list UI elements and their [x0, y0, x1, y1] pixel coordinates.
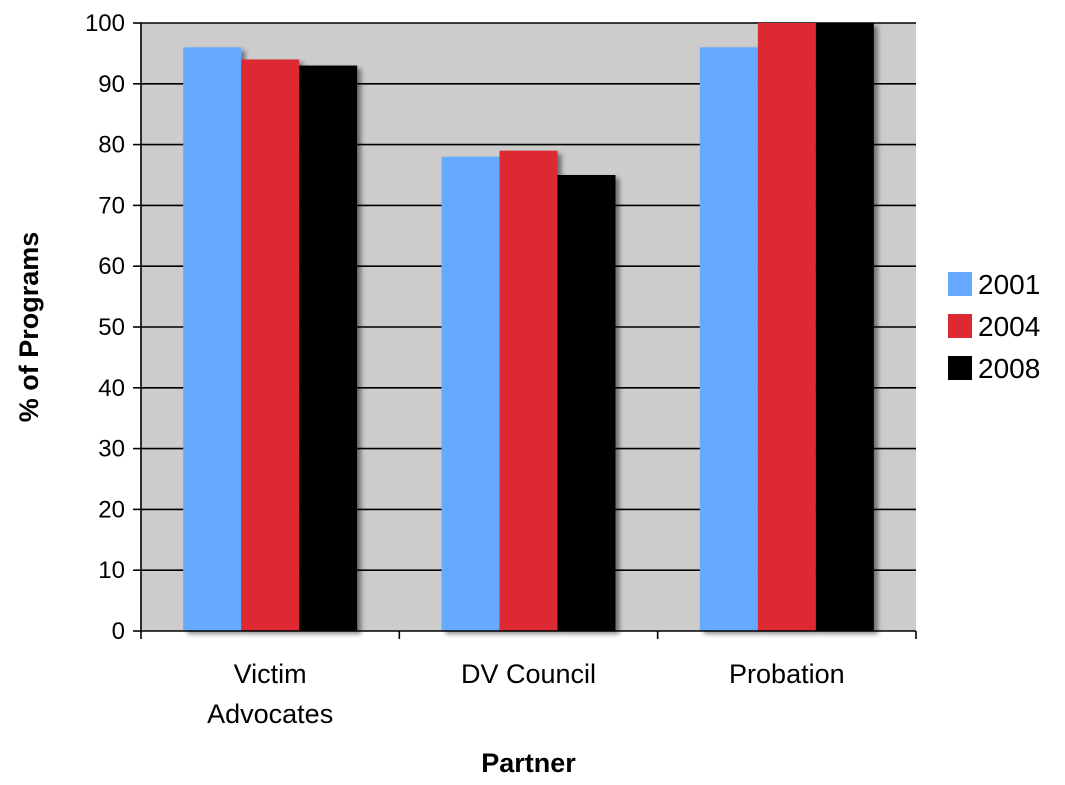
y-tick-label: 40 [98, 375, 125, 402]
y-tick-label: 0 [112, 618, 125, 645]
bar-2008-1 [557, 175, 616, 631]
bar-2008-2 [815, 23, 874, 631]
legend-label-2004: 2004 [978, 311, 1040, 342]
bar-2008-0 [299, 65, 358, 631]
x-category-label: Probation [729, 659, 845, 689]
y-tick-label: 100 [85, 10, 125, 37]
axes [133, 22, 917, 639]
y-tick-labels: 0 10 20 30 40 50 60 70 80 90 100 [85, 10, 125, 645]
y-axis-title: % of Programs [14, 232, 44, 423]
y-tick-label: 70 [98, 192, 125, 219]
x-category-labels: Victim Advocates DV Council Probation [207, 659, 845, 729]
y-tick-label: 90 [98, 71, 125, 98]
y-tick-label: 10 [98, 557, 125, 584]
bar-2001-0 [183, 47, 242, 631]
bar-2004-2 [757, 23, 816, 631]
x-axis-title: Partner [481, 748, 576, 778]
x-category-label: DV Council [461, 659, 596, 689]
legend-label-2001: 2001 [978, 269, 1040, 300]
legend: 2001 2004 2008 [948, 269, 1040, 384]
y-tick-label: 20 [98, 496, 125, 523]
x-category-label: Victim Advocates [207, 659, 333, 729]
bar-2001-1 [441, 156, 500, 631]
bars [183, 23, 874, 632]
bar-2004-0 [241, 59, 300, 632]
bar-2004-1 [499, 150, 558, 631]
y-tick-label: 50 [98, 314, 125, 341]
legend-swatch-2004 [948, 314, 972, 338]
legend-swatch-2008 [948, 356, 972, 380]
bar-2001-2 [699, 47, 758, 631]
y-tick-label: 60 [98, 253, 125, 280]
y-tick-label: 80 [98, 132, 125, 159]
legend-swatch-2001 [948, 272, 972, 296]
legend-label-2008: 2008 [978, 353, 1040, 384]
y-tick-label: 30 [98, 436, 125, 463]
